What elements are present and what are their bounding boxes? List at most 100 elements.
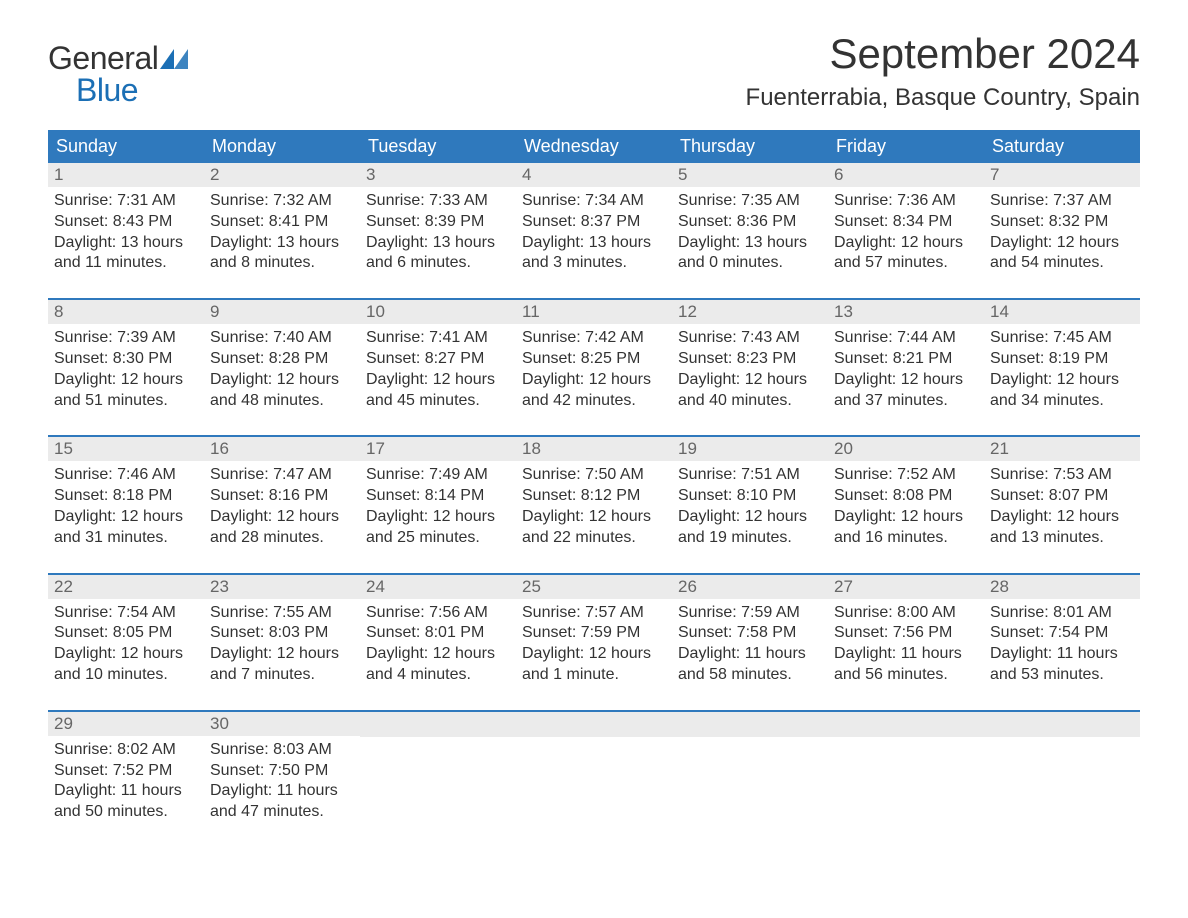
daylight-line2: and 7 minutes. bbox=[210, 665, 354, 686]
daylight-line1: Daylight: 12 hours bbox=[834, 507, 978, 528]
weekday-header-row: SundayMondayTuesdayWednesdayThursdayFrid… bbox=[48, 130, 1140, 163]
daylight-line1: Daylight: 11 hours bbox=[678, 644, 822, 665]
daylight-line1: Daylight: 12 hours bbox=[522, 644, 666, 665]
day-cell: 30Sunrise: 8:03 AMSunset: 7:50 PMDayligh… bbox=[204, 712, 360, 829]
week-row: 1Sunrise: 7:31 AMSunset: 8:43 PMDaylight… bbox=[48, 163, 1140, 280]
day-cell: 5Sunrise: 7:35 AMSunset: 8:36 PMDaylight… bbox=[672, 163, 828, 280]
day-cell: 7Sunrise: 7:37 AMSunset: 8:32 PMDaylight… bbox=[984, 163, 1140, 280]
day-cell: 29Sunrise: 8:02 AMSunset: 7:52 PMDayligh… bbox=[48, 712, 204, 829]
day-number: 5 bbox=[672, 163, 828, 187]
daylight-line1: Daylight: 12 hours bbox=[210, 644, 354, 665]
daylight-line1: Daylight: 12 hours bbox=[678, 507, 822, 528]
empty-day-cell bbox=[828, 712, 984, 829]
sunrise-text: Sunrise: 7:51 AM bbox=[678, 465, 822, 486]
daylight-line1: Daylight: 12 hours bbox=[990, 507, 1134, 528]
day-body: Sunrise: 7:45 AMSunset: 8:19 PMDaylight:… bbox=[984, 324, 1140, 417]
day-cell: 15Sunrise: 7:46 AMSunset: 8:18 PMDayligh… bbox=[48, 437, 204, 554]
day-body: Sunrise: 8:01 AMSunset: 7:54 PMDaylight:… bbox=[984, 599, 1140, 692]
day-number: 4 bbox=[516, 163, 672, 187]
sunset-text: Sunset: 8:19 PM bbox=[990, 349, 1134, 370]
sunset-text: Sunset: 8:34 PM bbox=[834, 212, 978, 233]
header: General Blue September 2024 Fuenterrabia… bbox=[48, 30, 1140, 112]
day-cell: 19Sunrise: 7:51 AMSunset: 8:10 PMDayligh… bbox=[672, 437, 828, 554]
day-number: 22 bbox=[48, 575, 204, 599]
day-cell: 26Sunrise: 7:59 AMSunset: 7:58 PMDayligh… bbox=[672, 575, 828, 692]
daylight-line2: and 48 minutes. bbox=[210, 391, 354, 412]
daylight-line2: and 3 minutes. bbox=[522, 253, 666, 274]
daylight-line1: Daylight: 11 hours bbox=[834, 644, 978, 665]
daylight-line2: and 51 minutes. bbox=[54, 391, 198, 412]
day-number: 27 bbox=[828, 575, 984, 599]
daylight-line2: and 0 minutes. bbox=[678, 253, 822, 274]
day-cell: 3Sunrise: 7:33 AMSunset: 8:39 PMDaylight… bbox=[360, 163, 516, 280]
sunset-text: Sunset: 7:50 PM bbox=[210, 761, 354, 782]
week-row: 22Sunrise: 7:54 AMSunset: 8:05 PMDayligh… bbox=[48, 573, 1140, 692]
day-body: Sunrise: 7:54 AMSunset: 8:05 PMDaylight:… bbox=[48, 599, 204, 692]
daylight-line2: and 11 minutes. bbox=[54, 253, 198, 274]
logo-text-general: General bbox=[48, 42, 158, 74]
sunrise-text: Sunrise: 7:40 AM bbox=[210, 328, 354, 349]
daylight-line1: Daylight: 12 hours bbox=[54, 370, 198, 391]
day-cell: 24Sunrise: 7:56 AMSunset: 8:01 PMDayligh… bbox=[360, 575, 516, 692]
daylight-line2: and 40 minutes. bbox=[678, 391, 822, 412]
day-body: Sunrise: 7:33 AMSunset: 8:39 PMDaylight:… bbox=[360, 187, 516, 280]
sunrise-text: Sunrise: 7:35 AM bbox=[678, 191, 822, 212]
sunset-text: Sunset: 8:01 PM bbox=[366, 623, 510, 644]
sunrise-text: Sunrise: 8:01 AM bbox=[990, 603, 1134, 624]
sunrise-text: Sunrise: 8:00 AM bbox=[834, 603, 978, 624]
day-cell: 10Sunrise: 7:41 AMSunset: 8:27 PMDayligh… bbox=[360, 300, 516, 417]
sunrise-text: Sunrise: 7:49 AM bbox=[366, 465, 510, 486]
weekday-header: Monday bbox=[204, 130, 360, 163]
day-body: Sunrise: 7:59 AMSunset: 7:58 PMDaylight:… bbox=[672, 599, 828, 692]
empty-day-cell bbox=[984, 712, 1140, 829]
empty-day-cell bbox=[672, 712, 828, 829]
daylight-line1: Daylight: 13 hours bbox=[366, 233, 510, 254]
sunrise-text: Sunrise: 7:43 AM bbox=[678, 328, 822, 349]
day-body: Sunrise: 8:02 AMSunset: 7:52 PMDaylight:… bbox=[48, 736, 204, 829]
title-block: September 2024 Fuenterrabia, Basque Coun… bbox=[746, 30, 1140, 112]
day-number: 18 bbox=[516, 437, 672, 461]
daylight-line2: and 53 minutes. bbox=[990, 665, 1134, 686]
day-body: Sunrise: 7:50 AMSunset: 8:12 PMDaylight:… bbox=[516, 461, 672, 554]
sunrise-text: Sunrise: 7:55 AM bbox=[210, 603, 354, 624]
sunrise-text: Sunrise: 7:56 AM bbox=[366, 603, 510, 624]
daylight-line2: and 58 minutes. bbox=[678, 665, 822, 686]
daylight-line1: Daylight: 12 hours bbox=[522, 507, 666, 528]
daylight-line1: Daylight: 12 hours bbox=[678, 370, 822, 391]
sunrise-text: Sunrise: 7:45 AM bbox=[990, 328, 1134, 349]
sunrise-text: Sunrise: 7:41 AM bbox=[366, 328, 510, 349]
weekday-header: Tuesday bbox=[360, 130, 516, 163]
empty-day-number bbox=[828, 712, 984, 737]
day-body: Sunrise: 7:32 AMSunset: 8:41 PMDaylight:… bbox=[204, 187, 360, 280]
day-number: 2 bbox=[204, 163, 360, 187]
logo-mark-icon bbox=[160, 49, 188, 73]
day-body: Sunrise: 7:37 AMSunset: 8:32 PMDaylight:… bbox=[984, 187, 1140, 280]
day-body: Sunrise: 7:39 AMSunset: 8:30 PMDaylight:… bbox=[48, 324, 204, 417]
month-title: September 2024 bbox=[746, 30, 1140, 78]
weekday-header: Sunday bbox=[48, 130, 204, 163]
sunset-text: Sunset: 8:39 PM bbox=[366, 212, 510, 233]
sunrise-text: Sunrise: 7:57 AM bbox=[522, 603, 666, 624]
day-body: Sunrise: 8:03 AMSunset: 7:50 PMDaylight:… bbox=[204, 736, 360, 829]
day-number: 28 bbox=[984, 575, 1140, 599]
sunrise-text: Sunrise: 7:53 AM bbox=[990, 465, 1134, 486]
day-number: 7 bbox=[984, 163, 1140, 187]
sunset-text: Sunset: 8:41 PM bbox=[210, 212, 354, 233]
day-body: Sunrise: 7:53 AMSunset: 8:07 PMDaylight:… bbox=[984, 461, 1140, 554]
sunrise-text: Sunrise: 7:59 AM bbox=[678, 603, 822, 624]
daylight-line1: Daylight: 13 hours bbox=[522, 233, 666, 254]
day-cell: 9Sunrise: 7:40 AMSunset: 8:28 PMDaylight… bbox=[204, 300, 360, 417]
empty-day-cell bbox=[360, 712, 516, 829]
daylight-line1: Daylight: 13 hours bbox=[678, 233, 822, 254]
daylight-line2: and 8 minutes. bbox=[210, 253, 354, 274]
sunrise-text: Sunrise: 7:47 AM bbox=[210, 465, 354, 486]
daylight-line1: Daylight: 12 hours bbox=[210, 507, 354, 528]
day-number: 6 bbox=[828, 163, 984, 187]
day-body: Sunrise: 7:55 AMSunset: 8:03 PMDaylight:… bbox=[204, 599, 360, 692]
day-body: Sunrise: 7:31 AMSunset: 8:43 PMDaylight:… bbox=[48, 187, 204, 280]
logo: General Blue bbox=[48, 30, 188, 106]
day-cell: 18Sunrise: 7:50 AMSunset: 8:12 PMDayligh… bbox=[516, 437, 672, 554]
empty-day-number bbox=[984, 712, 1140, 737]
day-body: Sunrise: 7:51 AMSunset: 8:10 PMDaylight:… bbox=[672, 461, 828, 554]
day-body: Sunrise: 7:46 AMSunset: 8:18 PMDaylight:… bbox=[48, 461, 204, 554]
